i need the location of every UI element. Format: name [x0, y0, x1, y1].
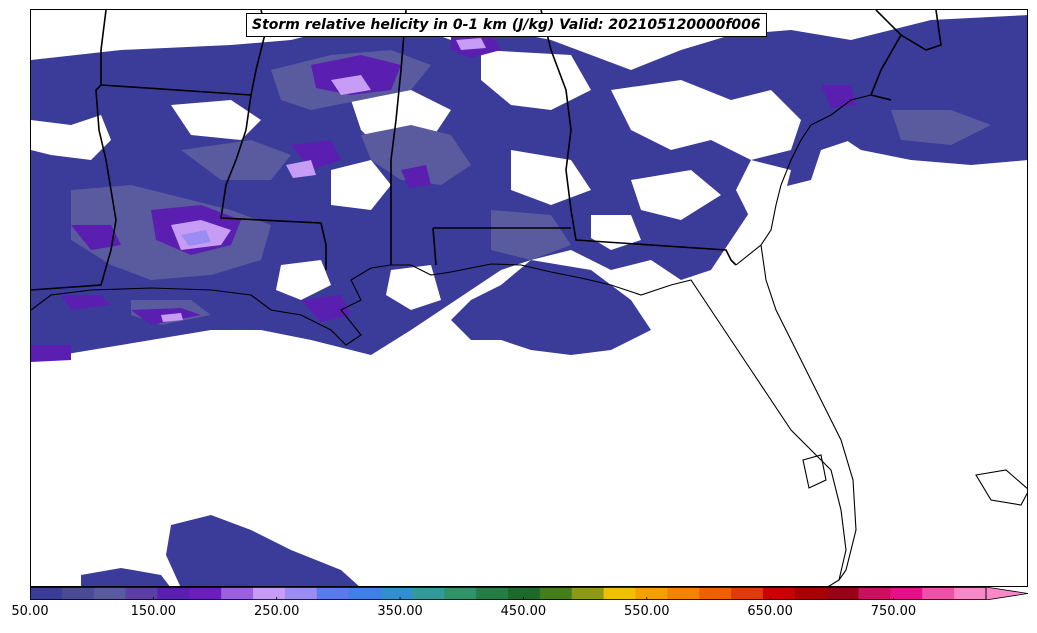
colorbar-segment: [157, 587, 190, 600]
colorbar-tick-label: 150.00: [130, 604, 177, 619]
colorbar-segment: [189, 587, 222, 600]
helicity-field-high: [31, 32, 856, 362]
colorbar-segment: [30, 587, 63, 600]
colorbar-segment: [571, 587, 605, 600]
colorbar-tick-label: 750.00: [870, 604, 917, 619]
colorbar-tick-label: 250.00: [253, 604, 300, 619]
map-title: Storm relative helicity in 0-1 km (J/kg)…: [246, 13, 767, 37]
colorbar-tick-label: 450.00: [500, 604, 547, 619]
colorbar-segment: [539, 587, 573, 600]
colorbar-segment: [221, 587, 254, 600]
colorbar-segment: [858, 587, 891, 600]
colorbar-segment: [253, 587, 286, 600]
colorbar-segment: [954, 587, 987, 600]
no-data-regions: [31, 50, 801, 310]
colorbar-segment: [412, 587, 445, 600]
colorbar-segment: [667, 587, 700, 600]
colorbar-tick-label: 550.00: [624, 604, 670, 619]
colorbar-segment: [316, 587, 350, 600]
colorbar-tick-label: 350.00: [377, 604, 423, 619]
colorbar-segment: [922, 587, 955, 600]
coastlines: [31, 94, 1027, 586]
helicity-map: [31, 10, 1027, 586]
map-panel: [30, 9, 1028, 587]
colorbar-tick-label: 50.00: [11, 604, 49, 619]
colorbar-segment: [508, 587, 541, 600]
colorbar-outline: [30, 587, 987, 600]
colorbar-segment: [125, 587, 158, 600]
colorbar-segment: [731, 587, 764, 600]
colorbar-tick-label: 650.00: [747, 604, 793, 619]
colorbar-segment: [890, 587, 923, 600]
colorbar-segment: [444, 587, 477, 600]
colorbar-segment: [699, 587, 732, 600]
colorbar-segment: [762, 587, 796, 600]
colorbar: [30, 587, 1028, 600]
colorbar-segment: [284, 587, 318, 600]
colorbar-segment: [603, 587, 636, 600]
colorbar-segment: [794, 587, 828, 600]
helicity-field-max: [181, 230, 211, 246]
colorbar-segment: [635, 587, 668, 600]
colorbar-segment: [93, 587, 127, 600]
colorbar-segment: [380, 587, 413, 600]
colorbar-segment: [61, 587, 95, 600]
colorbar-segment: [348, 587, 382, 600]
colorbar-segment: [826, 587, 860, 600]
colorbar-extend-arrow: [985, 587, 1028, 600]
colorbar-segment: [476, 587, 509, 600]
